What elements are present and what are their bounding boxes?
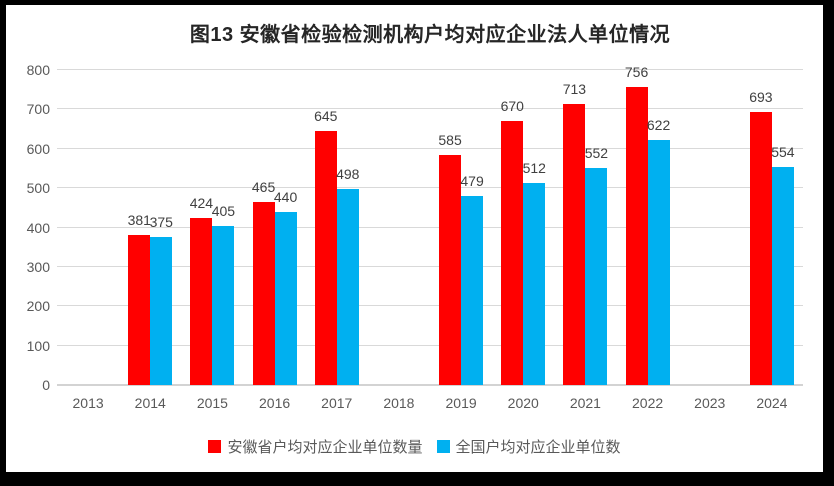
x-tick-label-2022: 2022 [632, 395, 664, 411]
gridline-500 [57, 187, 803, 189]
gridline-600 [57, 147, 803, 149]
gridline-700 [57, 108, 803, 110]
bar-anhui-2014 [128, 234, 151, 385]
bar-national-2020 [523, 183, 546, 385]
x-tick-label-2021: 2021 [569, 395, 601, 411]
bar-national-2024 [771, 166, 794, 385]
chart-title: 图13 安徽省检验检测机构户均对应企业法人单位情况 [189, 24, 671, 46]
x-tick-label-2024: 2024 [756, 395, 788, 411]
legend-swatch-national [436, 440, 450, 453]
gridline-400 [57, 226, 803, 228]
data-label-national-2020: 512 [522, 160, 546, 177]
y-tick-label: 0 [42, 377, 50, 393]
legend-label-anhui: 安徽省户均对应企业单位数量 [227, 439, 423, 456]
y-tick-label: 500 [26, 180, 50, 197]
y-tick-label: 300 [26, 258, 50, 275]
x-tick-label-2023: 2023 [694, 395, 726, 411]
chart-area: 图13 安徽省检验检测机构户均对应企业法人单位情况 381 375 424 405 46… [6, 5, 823, 472]
legend-label-national: 全国户均对应企业单位数 [455, 439, 621, 456]
data-label-anhui-2019: 585 [438, 131, 462, 148]
bar-anhui-2024 [749, 112, 772, 385]
x-axis-line [57, 384, 803, 386]
bar-anhui-2019 [439, 154, 462, 385]
x-tick-label-2013: 2013 [72, 395, 104, 411]
bar-anhui-2022 [625, 87, 648, 385]
x-tick-label-2015: 2015 [196, 395, 228, 411]
legend-item-anhui: 安徽省户均对应企业单位数量 [208, 436, 423, 457]
gridline-100 [57, 344, 803, 346]
data-label-anhui-2024: 693 [749, 89, 773, 106]
gridline-800 [57, 69, 803, 70]
x-tick-label-2018: 2018 [383, 395, 415, 411]
bar-anhui-2020 [501, 121, 524, 385]
data-label-national-2017: 498 [336, 165, 360, 182]
plot-area: 381 375 424 405 465 440 645 498 585 479 670 512 713 5… [57, 64, 803, 386]
y-tick-label: 700 [26, 101, 50, 118]
bar-national-2022 [647, 140, 670, 385]
data-label-national-2021: 552 [584, 144, 609, 161]
legend: 安徽省户均对应企业单位数量 全国户均对应企业单位数 [6, 436, 823, 457]
x-tick-label-2020: 2020 [507, 395, 539, 411]
bar-national-2021 [585, 167, 608, 385]
data-label-anhui-2016: 465 [251, 178, 276, 195]
bar-national-2019 [461, 196, 484, 385]
y-tick-label: 200 [26, 298, 50, 315]
data-label-national-2019: 479 [460, 173, 484, 190]
y-tick-label: 100 [26, 337, 50, 354]
bar-anhui-2016 [252, 201, 275, 385]
y-tick-label: 400 [26, 219, 50, 236]
bar-national-2014 [150, 237, 173, 385]
x-tick-label-2014: 2014 [134, 395, 166, 411]
data-label-anhui-2015: 424 [189, 195, 214, 212]
gridline-300 [57, 265, 803, 267]
data-label-national-2014: 375 [149, 214, 173, 231]
data-label-anhui-2017: 645 [314, 108, 338, 125]
data-label-national-2015: 405 [211, 202, 236, 219]
x-tick-label-2017: 2017 [321, 395, 353, 411]
data-label-anhui-2021: 713 [562, 81, 587, 98]
data-label-national-2016: 440 [273, 188, 298, 205]
x-tick-label-2019: 2019 [445, 395, 477, 411]
data-label-anhui-2014: 381 [127, 211, 151, 228]
data-label-national-2022: 622 [646, 117, 671, 134]
y-tick-label: 800 [26, 62, 50, 78]
data-label-national-2024: 554 [771, 143, 795, 160]
bar-national-2016 [274, 211, 297, 385]
bar-anhui-2021 [563, 104, 586, 385]
bar-anhui-2017 [314, 131, 337, 385]
legend-swatch-anhui [208, 440, 222, 453]
bar-national-2015 [212, 225, 235, 385]
data-label-anhui-2020: 670 [500, 98, 524, 115]
bar-national-2017 [336, 188, 359, 385]
gridline-200 [57, 305, 803, 307]
y-tick-label: 600 [26, 140, 50, 157]
x-tick-label-2016: 2016 [259, 395, 291, 411]
bar-anhui-2015 [190, 218, 213, 385]
data-label-anhui-2022: 756 [624, 64, 649, 81]
legend-item-national: 全国户均对应企业单位数 [436, 436, 621, 457]
